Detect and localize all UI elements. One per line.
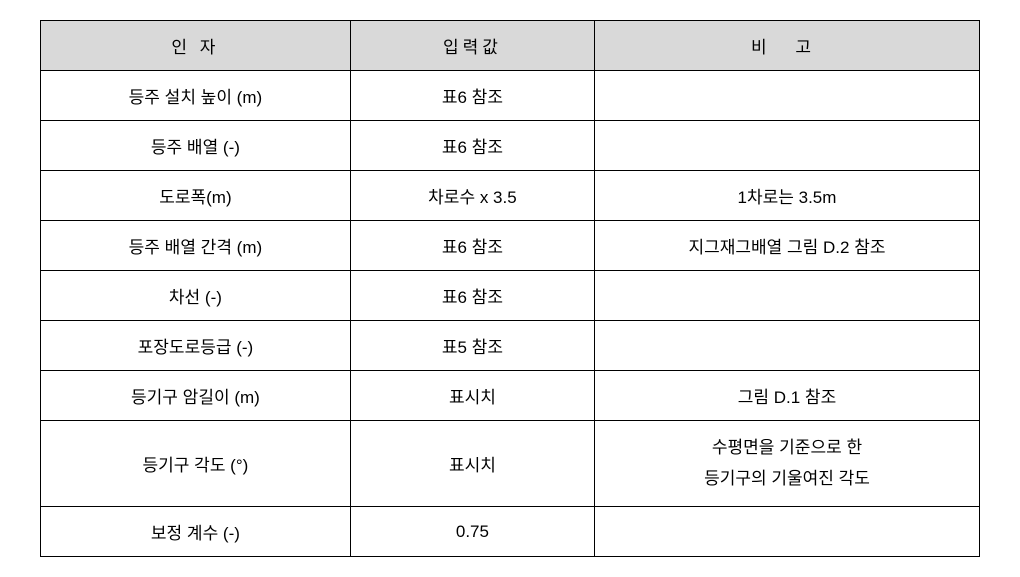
cell-note: 1차로는 3.5m: [594, 171, 979, 221]
table-row: 등기구 암길이 (m) 표시치 그림 D.1 참조: [41, 371, 980, 421]
header-input: 입력값: [350, 21, 594, 71]
cell-factor: 보정 계수 (-): [41, 507, 351, 557]
table-row: 등주 배열 (-) 표6 참조: [41, 121, 980, 171]
header-note: 비 고: [594, 21, 979, 71]
cell-note: [594, 507, 979, 557]
table-row: 등주 배열 간격 (m) 표6 참조 지그재그배열 그림 D.2 참조: [41, 221, 980, 271]
parameters-table: 인 자 입력값 비 고 등주 설치 높이 (m) 표6 참조 등주 배열 (-)…: [40, 20, 980, 557]
table-body: 등주 설치 높이 (m) 표6 참조 등주 배열 (-) 표6 참조 도로폭(m…: [41, 71, 980, 557]
parameters-table-container: 인 자 입력값 비 고 등주 설치 높이 (m) 표6 참조 등주 배열 (-)…: [40, 20, 980, 557]
table-row: 차선 (-) 표6 참조: [41, 271, 980, 321]
cell-note: [594, 71, 979, 121]
cell-note: 지그재그배열 그림 D.2 참조: [594, 221, 979, 271]
cell-factor: 등주 배열 간격 (m): [41, 221, 351, 271]
cell-note: 수평면을 기준으로 한등기구의 기울여진 각도: [594, 421, 979, 507]
cell-factor: 차선 (-): [41, 271, 351, 321]
cell-factor: 포장도로등급 (-): [41, 321, 351, 371]
cell-input: 표시치: [350, 371, 594, 421]
table-row: 등주 설치 높이 (m) 표6 참조: [41, 71, 980, 121]
cell-factor: 등주 배열 (-): [41, 121, 351, 171]
cell-note: 그림 D.1 참조: [594, 371, 979, 421]
cell-input: 표6 참조: [350, 271, 594, 321]
cell-note: [594, 121, 979, 171]
cell-input: 0.75: [350, 507, 594, 557]
cell-input: 표5 참조: [350, 321, 594, 371]
cell-input: 표시치: [350, 421, 594, 507]
cell-factor: 등기구 각도 (°): [41, 421, 351, 507]
table-row: 도로폭(m) 차로수 x 3.5 1차로는 3.5m: [41, 171, 980, 221]
header-factor: 인 자: [41, 21, 351, 71]
cell-factor: 등주 설치 높이 (m): [41, 71, 351, 121]
table-row: 등기구 각도 (°) 표시치 수평면을 기준으로 한등기구의 기울여진 각도: [41, 421, 980, 507]
table-header: 인 자 입력값 비 고: [41, 21, 980, 71]
header-row: 인 자 입력값 비 고: [41, 21, 980, 71]
cell-factor: 도로폭(m): [41, 171, 351, 221]
table-row: 보정 계수 (-) 0.75: [41, 507, 980, 557]
cell-note: [594, 271, 979, 321]
cell-note: [594, 321, 979, 371]
cell-input: 표6 참조: [350, 221, 594, 271]
table-row: 포장도로등급 (-) 표5 참조: [41, 321, 980, 371]
cell-factor: 등기구 암길이 (m): [41, 371, 351, 421]
cell-input: 표6 참조: [350, 121, 594, 171]
cell-input: 차로수 x 3.5: [350, 171, 594, 221]
cell-input: 표6 참조: [350, 71, 594, 121]
